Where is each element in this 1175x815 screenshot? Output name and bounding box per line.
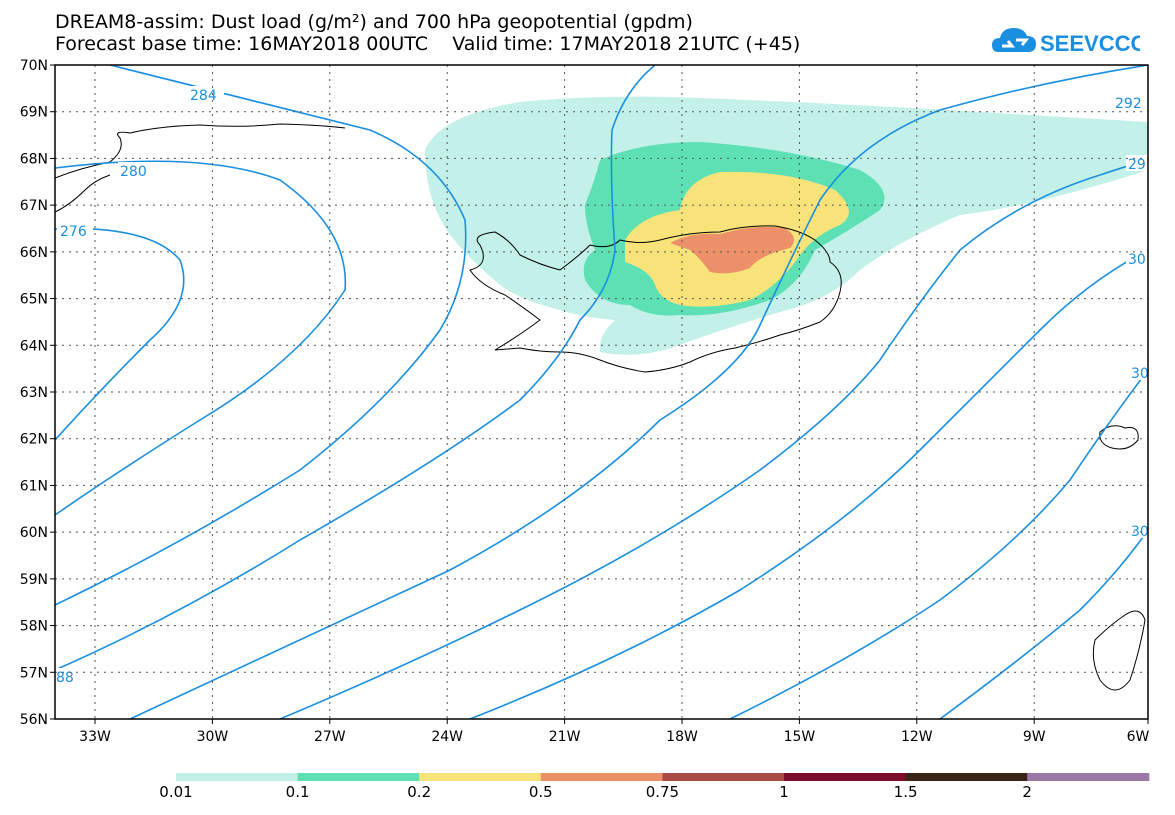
contour-300 — [469, 249, 1148, 719]
contour-280 — [55, 160, 347, 516]
longitude-label: 21W — [549, 729, 581, 745]
legend-label: 1 — [779, 783, 789, 801]
legend-swatch — [176, 773, 299, 781]
longitude-label: 9W — [1023, 729, 1046, 745]
latitude-label: 62N — [20, 432, 48, 448]
latitude-label: 69N — [20, 105, 48, 121]
legend-label: 0.2 — [407, 783, 432, 801]
latitude-label: 58N — [20, 619, 48, 635]
longitude-label: 15W — [784, 729, 816, 745]
contour-304 — [729, 369, 1148, 719]
contour-288 — [55, 65, 656, 671]
latitude-label: 68N — [20, 151, 48, 167]
latitude-label: 64N — [20, 338, 48, 354]
latitude-label: 67N — [20, 198, 48, 214]
legend-swatch — [662, 773, 785, 781]
legend-label: 0.5 — [528, 783, 553, 801]
latitude-axis: 70N 69N 68N 67N 66N 65N 64N 63N 62N 61N 60N 59N 58N 5… — [20, 58, 55, 728]
legend-colorbar — [176, 773, 1150, 781]
contour-labels: 284 280 276 88 292 29 30 30 30 — [55, 86, 1149, 686]
latitude-label: 61N — [20, 478, 48, 494]
longitude-label: 6W — [1127, 729, 1150, 745]
contour-label: 88 — [56, 670, 74, 686]
contour-label: 280 — [120, 164, 147, 180]
map-title: DREAM8-assim: Dust load (g/m²) and 700 h… — [55, 11, 693, 33]
contour-label: 276 — [60, 224, 87, 240]
graticule — [55, 65, 1148, 719]
contour-label: 29 — [1128, 157, 1146, 173]
cloud-icon — [992, 28, 1036, 52]
longitude-label: 30W — [197, 729, 229, 745]
longitude-label: 18W — [666, 729, 698, 745]
latitude-label: 56N — [20, 712, 48, 728]
contour-276 — [55, 227, 185, 441]
latitude-label: 63N — [20, 385, 48, 401]
legend-label: 1.5 — [893, 783, 918, 801]
contour-label: 30 — [1131, 366, 1149, 382]
legend-label: 0.75 — [645, 783, 680, 801]
legend-swatch — [540, 773, 663, 781]
legend-label: 0.1 — [285, 783, 310, 801]
longitude-label: 24W — [431, 729, 463, 745]
legend-swatch — [905, 773, 1028, 781]
contour-292 — [129, 65, 1148, 719]
contour-284 — [55, 65, 467, 606]
forecast-time-subtitle: Forecast base time: 16MAY2018 00UTC Vali… — [55, 33, 801, 55]
latitude-label: 70N — [20, 58, 48, 74]
map-plot-area — [55, 65, 1148, 719]
legend-swatch — [297, 773, 420, 781]
latitude-label: 65N — [20, 292, 48, 308]
contour-label: 284 — [190, 88, 217, 104]
legend-swatch — [784, 773, 907, 781]
longitude-label: 27W — [314, 729, 346, 745]
legend-label: 0.01 — [159, 783, 193, 801]
contour-label: 292 — [1115, 96, 1142, 112]
contour-308 — [939, 529, 1148, 719]
seevccc-logo: SEEVCCC — [992, 28, 1140, 56]
contour-296 — [279, 159, 1148, 719]
logo-text: SEEVCCC — [1040, 31, 1140, 56]
latitude-label: 57N — [20, 665, 48, 681]
latitude-label: 59N — [20, 572, 48, 588]
latitude-label: 66N — [20, 245, 48, 261]
dust-shading-0.5 — [670, 226, 794, 274]
legend-label: 2 — [1022, 783, 1032, 801]
contour-label: 30 — [1131, 524, 1149, 540]
legend-swatch — [1027, 773, 1150, 781]
contour-label: 30 — [1128, 252, 1146, 268]
longitude-axis: 33W 30W 27W 24W 21W 18W 15W 12W 9W 6W — [79, 719, 1150, 745]
geopotential-contours — [55, 65, 1148, 719]
latitude-label: 60N — [20, 525, 48, 541]
legend-swatch — [419, 773, 542, 781]
longitude-label: 12W — [901, 729, 933, 745]
longitude-label: 33W — [79, 729, 111, 745]
